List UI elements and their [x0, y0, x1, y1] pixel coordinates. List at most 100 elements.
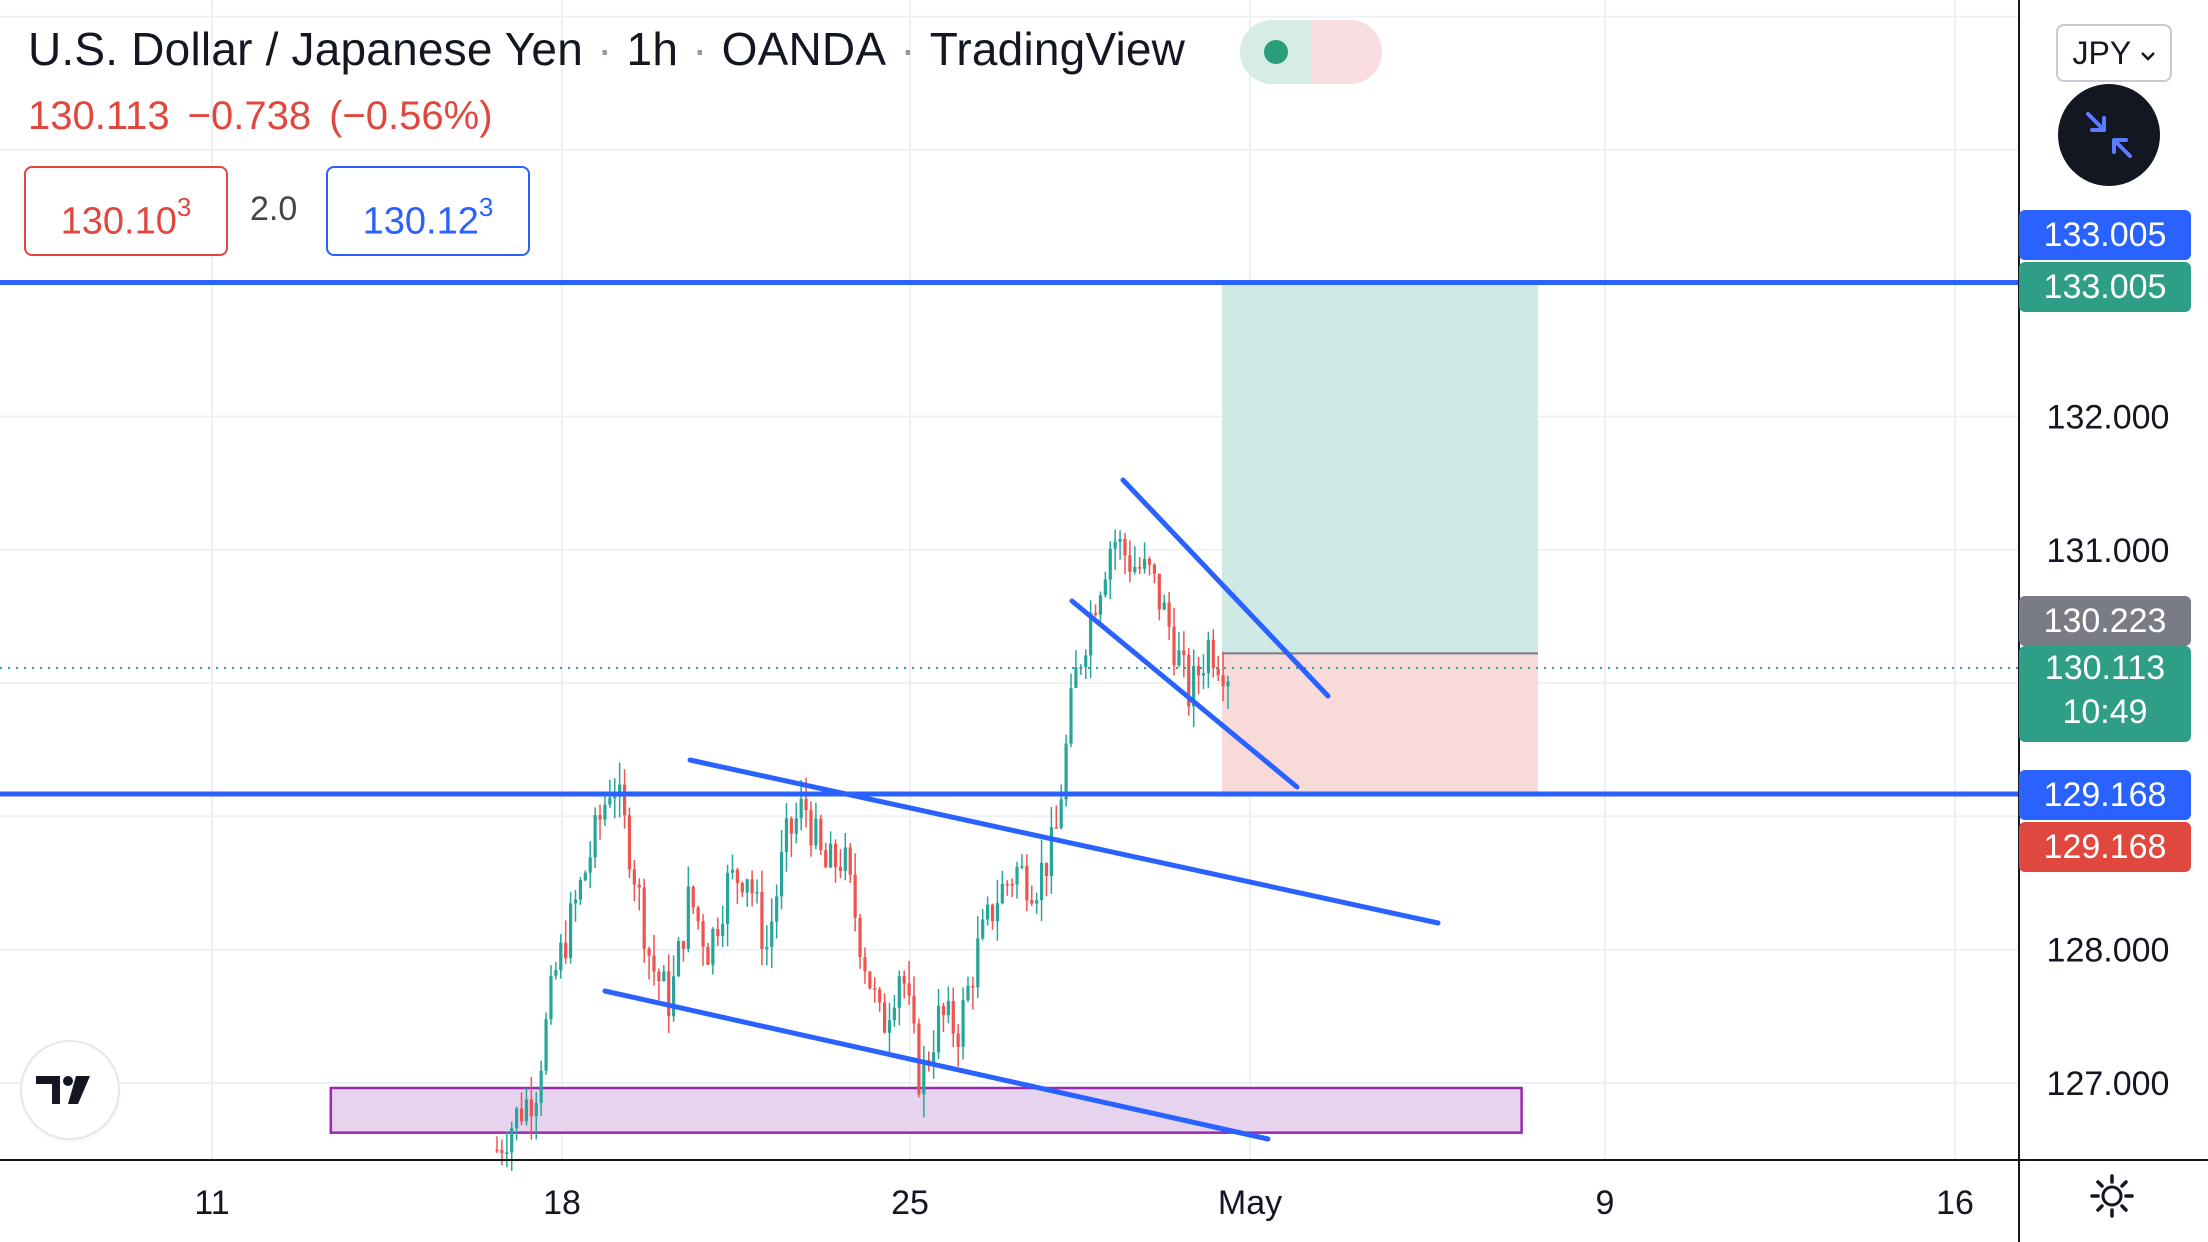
candle-body — [1103, 579, 1107, 596]
buy-button[interactable]: 130.123 — [326, 166, 530, 256]
candle — [770, 898, 774, 969]
candle-body — [681, 941, 686, 949]
candle-body — [519, 1108, 524, 1122]
candle — [529, 1076, 533, 1140]
chart-title[interactable]: U.S. Dollar / Japanese Yen · 1h · OANDA · Trad… — [28, 22, 1185, 76]
candle — [863, 947, 867, 984]
candle — [779, 829, 784, 910]
candle — [642, 878, 646, 963]
candle — [843, 833, 847, 881]
candle — [524, 1087, 529, 1126]
candle-body — [789, 818, 793, 834]
candle-body — [1138, 567, 1142, 569]
candle — [799, 780, 803, 831]
candle — [784, 803, 789, 872]
candle — [966, 976, 970, 1003]
candle — [1079, 664, 1083, 675]
symbol-name[interactable]: U.S. Dollar / Japanese Yen — [28, 23, 583, 75]
candle — [912, 976, 916, 1034]
trend-line[interactable] — [602, 988, 1271, 1142]
candle-body — [500, 1150, 504, 1154]
candle-body — [647, 948, 651, 956]
candle-body — [696, 907, 700, 922]
candle-body — [1172, 626, 1176, 666]
price-tick-label: 127.000 — [2047, 1065, 2170, 1103]
candle-body — [936, 1005, 941, 1053]
candle — [686, 866, 690, 953]
time-tick-label: 16 — [1936, 1184, 1974, 1222]
currency-value: JPY — [2072, 35, 2131, 71]
candle — [1177, 632, 1181, 668]
tradingview-logo-button[interactable] — [22, 1042, 118, 1138]
buy-price-pip: 3 — [478, 192, 494, 222]
candle — [716, 917, 720, 947]
candle — [956, 1024, 960, 1067]
candle-body — [564, 942, 568, 958]
status-dot-icon — [1264, 40, 1288, 64]
trend-line[interactable] — [1120, 477, 1331, 699]
candle — [775, 884, 779, 939]
candle-body — [775, 896, 779, 922]
drawn-lines[interactable] — [0, 280, 2019, 1142]
candle-body — [608, 797, 612, 805]
candle-body — [613, 796, 617, 799]
stop-loss-zone[interactable] — [1222, 653, 1538, 795]
candle-body — [907, 983, 911, 996]
candle-body — [829, 843, 833, 868]
trend-line[interactable] — [1069, 598, 1300, 790]
price-axis-label-red: 129.168 — [2019, 822, 2191, 872]
candle-body — [1226, 681, 1230, 687]
candle — [672, 955, 676, 1022]
candle-body — [735, 869, 739, 883]
collapse-arrows-icon — [2086, 112, 2132, 158]
candle-body — [716, 929, 720, 937]
price-tick-label: 131.000 — [2047, 532, 2170, 570]
candle-body — [946, 1000, 950, 1016]
candle-body — [1059, 799, 1063, 828]
chevron-down-icon — [2140, 51, 2155, 61]
trend-line[interactable] — [687, 757, 1441, 926]
candle-body — [804, 798, 808, 811]
change-percent: (−0.56%) — [329, 94, 493, 138]
candle-body — [686, 886, 690, 949]
interval[interactable]: 1h — [626, 23, 679, 75]
candle — [1172, 607, 1176, 676]
candle — [1113, 529, 1117, 570]
candle-body — [603, 804, 607, 820]
candle — [755, 879, 759, 904]
indicator-section[interactable]: ≈ — [1312, 20, 1382, 84]
status-section[interactable] — [1240, 20, 1312, 84]
candle-body — [779, 851, 784, 897]
market-status-pill[interactable]: ≈ — [1240, 20, 1382, 84]
currency-select[interactable]: JPY — [2056, 24, 2172, 82]
candle — [603, 794, 607, 826]
candle-body — [711, 929, 715, 965]
candle — [1167, 591, 1171, 640]
price-axis-label-blue: 129.168 — [2019, 770, 2191, 820]
support-zone-box[interactable] — [329, 1086, 1523, 1134]
candle-body — [1005, 883, 1009, 886]
candle — [588, 841, 592, 889]
sell-button[interactable]: 130.103 — [24, 166, 228, 256]
collapse-button[interactable] — [2058, 84, 2160, 186]
settings-button[interactable] — [2088, 1172, 2136, 1225]
broker-name: OANDA — [721, 23, 887, 75]
candle-body — [932, 1052, 936, 1064]
candle — [593, 807, 597, 868]
candle — [667, 954, 671, 1033]
candle — [647, 946, 651, 980]
candle — [1074, 650, 1078, 689]
candle — [1196, 656, 1201, 695]
candle-body — [1039, 862, 1044, 901]
take-profit-zone[interactable] — [1222, 282, 1538, 654]
candle-body — [922, 1060, 926, 1095]
candle-body — [1108, 548, 1112, 580]
candle — [573, 889, 578, 922]
candle — [853, 853, 857, 932]
candle-body — [1010, 884, 1014, 886]
candle-body — [725, 872, 730, 924]
candle — [990, 903, 995, 930]
candle — [981, 908, 985, 941]
candle — [568, 892, 573, 964]
